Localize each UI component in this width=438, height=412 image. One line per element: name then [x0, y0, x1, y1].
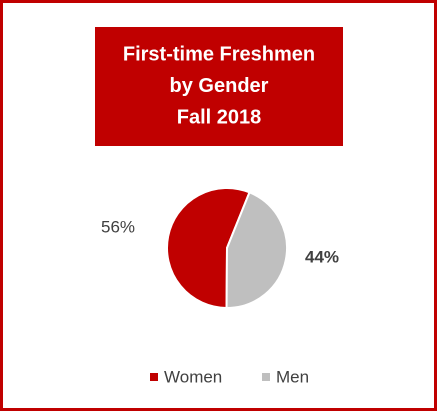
title-box: [95, 27, 343, 146]
chart-title: Fall 2018: [177, 106, 262, 128]
legend-label: Men: [276, 367, 309, 386]
chart-title: First-time Freshmen: [123, 43, 315, 65]
pie-slice: [166, 187, 251, 310]
legend-swatch: [262, 373, 270, 381]
data-label: 56%: [101, 217, 135, 236]
pie-slice: [225, 191, 288, 309]
legend-swatch: [150, 373, 158, 381]
data-label: 44%: [305, 247, 339, 266]
legend-label: Women: [164, 367, 222, 386]
chart-title: by Gender: [170, 75, 269, 97]
